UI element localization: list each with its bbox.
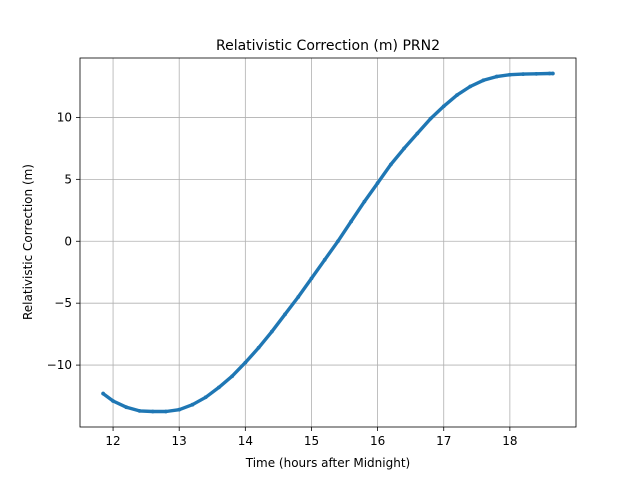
grid-lines [80, 58, 576, 427]
data-point [388, 162, 393, 167]
data-point [296, 295, 301, 299]
y-tick-label: 10 [57, 110, 72, 124]
data-point [349, 219, 354, 224]
data-point [309, 276, 314, 281]
x-tick-label: 17 [436, 434, 451, 448]
x-axis-label: Time (hours after Midnight) [245, 456, 410, 470]
data-point [336, 239, 340, 244]
data-point [455, 93, 459, 98]
axis-ticks: 12 13 14 15 16 17 18 −10 −5 0 5 10 [47, 110, 518, 448]
x-tick-label: 16 [370, 434, 385, 448]
y-tick-label: 0 [64, 234, 72, 248]
data-point [547, 71, 552, 76]
data-point [269, 329, 274, 334]
data-point [362, 199, 367, 204]
data-point [243, 360, 248, 365]
data-point [124, 405, 129, 410]
data-point [150, 409, 155, 414]
data-point [402, 146, 406, 151]
data-point [216, 385, 221, 390]
data-point [428, 116, 433, 121]
data-point [521, 72, 525, 76]
plot-area [80, 58, 576, 427]
data-point [137, 409, 142, 413]
axes-frame [79, 57, 577, 428]
y-tick-label: 5 [64, 172, 72, 186]
x-tick-label: 15 [304, 434, 319, 448]
x-tick-label: 13 [172, 434, 187, 448]
chart-title: Relativistic Correction (m) PRN2 [216, 38, 440, 54]
data-point [256, 345, 261, 350]
data-point [507, 72, 512, 77]
data-point [494, 74, 499, 79]
data-point [190, 402, 195, 407]
data-series [101, 71, 555, 414]
data-point [550, 71, 555, 76]
data-point [441, 104, 446, 109]
data-point [111, 399, 115, 403]
y-tick-label: −10 [47, 358, 72, 372]
data-point [415, 131, 420, 136]
data-point [230, 374, 235, 379]
data-point [283, 312, 287, 317]
y-axis-label: Relativistic Correction (m) [21, 164, 35, 320]
data-point [468, 84, 473, 89]
data-point [164, 409, 168, 414]
x-tick-label: 12 [105, 434, 120, 448]
x-tick-label: 18 [502, 434, 517, 448]
data-point [101, 391, 106, 396]
series-line [101, 71, 555, 414]
data-point [534, 71, 539, 76]
data-point [375, 181, 380, 185]
x-tick-label: 14 [238, 434, 253, 448]
data-point [481, 78, 486, 83]
data-point [322, 257, 327, 262]
data-point [203, 395, 208, 400]
y-tick-label: −5 [54, 296, 72, 310]
data-point [177, 407, 182, 412]
